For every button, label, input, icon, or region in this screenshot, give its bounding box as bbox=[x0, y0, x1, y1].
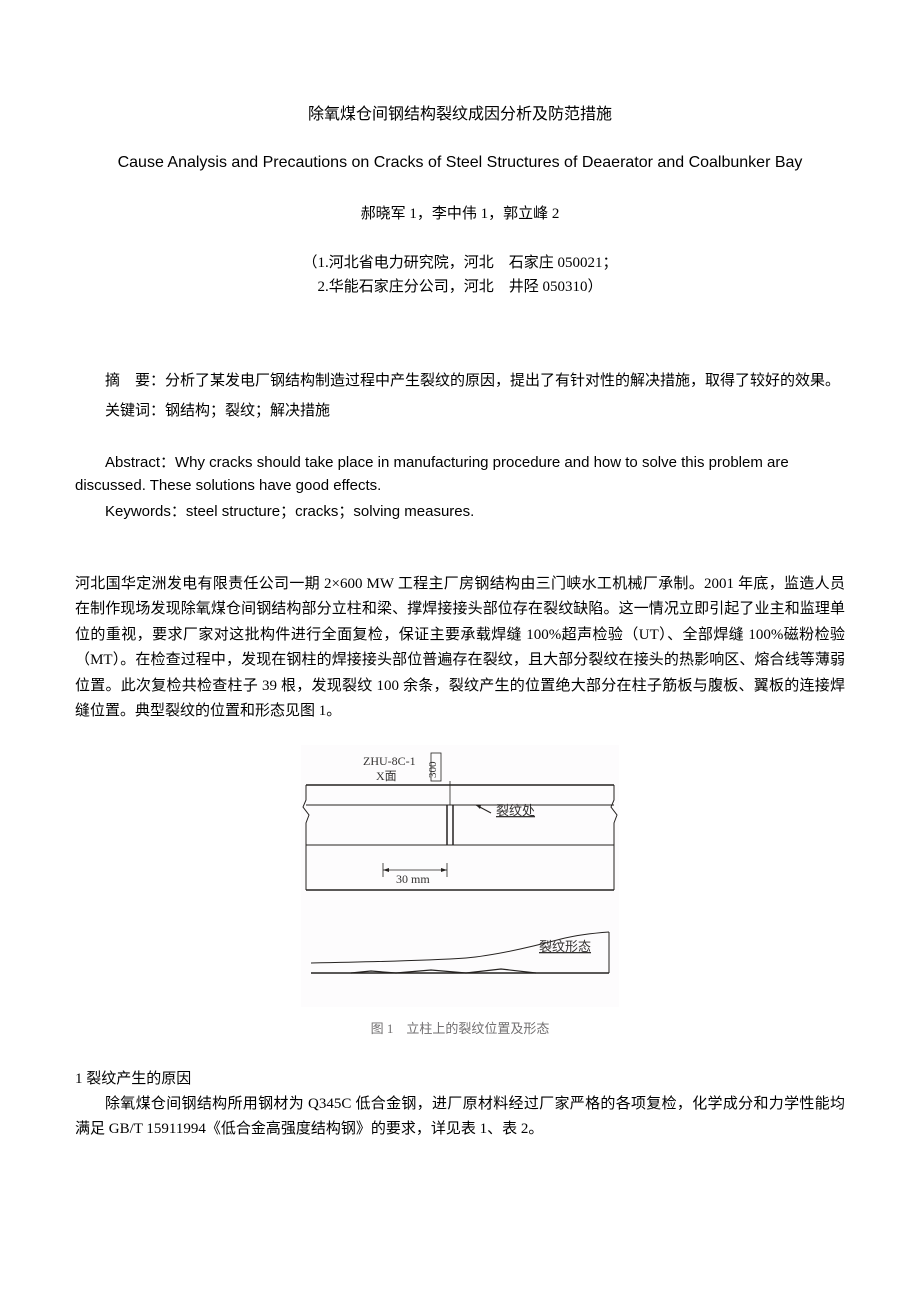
abstract-english: Abstract：Why cracks should take place in… bbox=[75, 452, 845, 497]
affiliation-1: （1.河北省电力研究院，河北 石家庄 050021； bbox=[75, 251, 845, 275]
figure-1-svg: ZHU-8C-1 X面 300 裂纹处 30 mm 裂纹形态 bbox=[301, 745, 619, 1007]
affiliation-2: 2.华能石家庄分公司，河北 井陉 050310） bbox=[75, 275, 845, 299]
authors: 郝晓军 1，李中伟 1，郭立峰 2 bbox=[75, 202, 845, 223]
body-paragraph-1: 河北国华定洲发电有限责任公司一期 2×600 MW 工程主厂房钢结构由三门峡水工… bbox=[75, 572, 845, 725]
fig1-face: X面 bbox=[376, 769, 397, 783]
figure-1: ZHU-8C-1 X面 300 裂纹处 30 mm 裂纹形态 图 1 立柱上的裂… bbox=[75, 745, 845, 1037]
fig1-dim-vertical: 300 bbox=[427, 761, 439, 778]
fig1-dim-horizontal: 30 mm bbox=[396, 872, 430, 886]
section-1-heading: 1 裂纹产生的原因 bbox=[75, 1067, 845, 1088]
title-english: Cause Analysis and Precautions on Cracks… bbox=[75, 152, 845, 174]
fig1-crack-pos-label: 裂纹处 bbox=[496, 803, 535, 818]
affiliations: （1.河北省电力研究院，河北 石家庄 050021； 2.华能石家庄分公司，河北… bbox=[75, 251, 845, 299]
fig1-part-id: ZHU-8C-1 bbox=[363, 754, 416, 768]
section-1-body: 除氧煤仓间钢结构所用钢材为 Q345C 低合金钢，进厂原材料经过厂家严格的各项复… bbox=[75, 1092, 845, 1143]
abstract-chinese: 摘 要：分析了某发电厂钢结构制造过程中产生裂纹的原因，提出了有针对性的解决措施，… bbox=[75, 369, 845, 395]
title-chinese: 除氧煤仓间钢结构裂纹成因分析及防范措施 bbox=[75, 100, 845, 124]
figure-1-caption: 图 1 立柱上的裂纹位置及形态 bbox=[75, 1018, 845, 1037]
keywords-chinese: 关键词：钢结构；裂纹；解决措施 bbox=[75, 399, 845, 425]
keywords-english: Keywords：steel structure；cracks；solving … bbox=[75, 501, 845, 524]
fig1-crack-shape-label: 裂纹形态 bbox=[539, 939, 591, 954]
